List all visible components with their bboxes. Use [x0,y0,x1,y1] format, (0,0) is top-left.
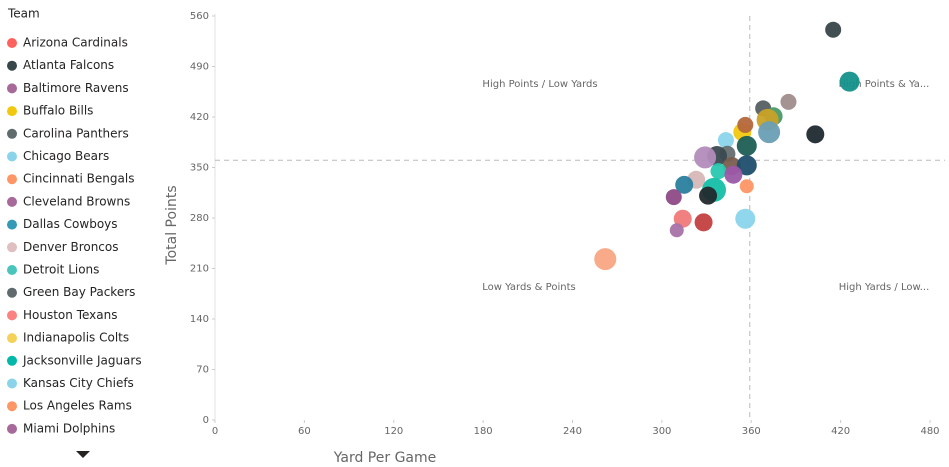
x-tick-label: 120 [384,426,403,437]
point [736,155,757,176]
point [735,208,756,229]
x-tick-label: 480 [920,426,939,437]
legend-entry[interactable]: Jacksonville Jaguars [22,353,142,367]
legend-entry[interactable]: Cincinnati Bengals [23,172,134,186]
y-tick-label: 420 [190,112,209,123]
point [669,223,684,238]
point [780,93,797,110]
legend-swatch [7,423,17,434]
point [758,121,781,144]
legend-swatch [7,128,17,139]
legend-swatch [7,287,17,298]
legend-entry[interactable]: Carolina Panthers [23,126,129,140]
point [839,71,860,92]
legend-scroll-down[interactable] [76,451,90,458]
y-tick-label: 210 [190,264,209,275]
point [739,179,754,194]
x-tick-label: 420 [831,426,850,437]
point [699,186,718,205]
point [673,209,692,228]
quadrant-label: Low Yards & Points [482,282,575,293]
legend-swatch [7,196,17,207]
legend-entry[interactable]: Miami Dolphins [23,421,115,435]
y-tick-label: 490 [190,62,209,73]
legend-swatch [7,83,17,94]
x-tick-label: 240 [563,426,582,437]
legend-swatch [7,378,17,389]
x-tick-label: 300 [652,426,671,437]
point [675,175,694,194]
legend-swatch [7,106,17,117]
legend-entry[interactable]: Kansas City Chiefs [23,376,134,390]
point [737,116,754,133]
point [594,248,617,271]
legend-entry[interactable]: Detroit Lions [23,263,99,277]
point [717,132,734,149]
y-tick-label: 140 [190,314,209,325]
point [724,165,743,184]
point [694,213,713,232]
point [694,146,717,169]
quadrant-label: High Points & Ya... [839,79,930,90]
point [736,135,757,156]
quadrant-label: High Yards / Low... [839,282,930,293]
legend-entry[interactable]: Houston Texans [23,308,117,322]
y-tick-label: 280 [190,213,209,224]
legend-swatch [7,333,17,344]
y-axis-title: Total Points [164,185,180,265]
legend-entry[interactable]: Cleveland Browns [23,194,130,208]
legend-entry[interactable]: Buffalo Bills [23,104,93,118]
legend-swatch [7,265,17,275]
legend-entry[interactable]: Dallas Cowboys [23,217,118,231]
x-tick-label: 60 [298,426,311,437]
legend-entry[interactable]: Arizona Cardinals [23,36,128,50]
point [665,189,682,206]
x-axis-title: Yard Per Game [333,450,437,466]
point [825,21,842,38]
point [710,163,727,180]
x-tick-label: 0 [212,426,218,437]
y-tick-label: 350 [190,163,209,174]
quadrant-label: High Points / Low Yards [482,79,597,90]
legend-swatch [7,151,17,162]
y-tick-label: 0 [203,415,209,426]
legend-entry[interactable]: Los Angeles Rams [23,399,132,413]
legend-entry[interactable]: Indianapolis Colts [23,331,129,345]
legend-swatch [7,242,17,253]
legend-swatch [7,310,17,321]
legend-swatch [7,219,17,230]
legend-entry[interactable]: Chicago Bears [23,149,109,163]
legend-entry[interactable]: Atlanta Falcons [23,58,114,72]
legend-swatch [7,401,17,412]
legend-swatch [7,355,17,366]
x-tick-label: 180 [474,426,493,437]
x-tick-label: 360 [742,426,761,437]
legend-entry[interactable]: Baltimore Ravens [23,81,129,95]
point [806,125,825,144]
legend-entry[interactable]: Green Bay Packers [23,285,135,299]
legend-swatch [7,38,17,48]
legend-title: Team [7,7,40,21]
y-tick-label: 70 [196,365,209,376]
legend-swatch [7,174,17,185]
y-tick-label: 560 [190,11,209,22]
legend-entry[interactable]: Denver Broncos [23,240,119,254]
legend-swatch [7,60,17,71]
